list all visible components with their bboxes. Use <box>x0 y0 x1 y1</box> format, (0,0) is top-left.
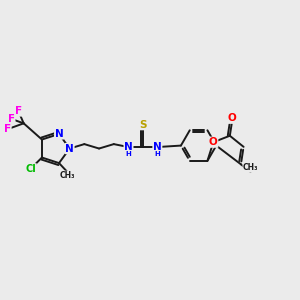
Text: N: N <box>65 143 74 154</box>
Text: O: O <box>227 113 236 123</box>
Text: CH₃: CH₃ <box>243 164 258 172</box>
Text: N: N <box>153 142 162 152</box>
Text: N: N <box>124 142 133 152</box>
Text: H: H <box>154 151 160 157</box>
Text: H: H <box>126 151 131 157</box>
Text: F: F <box>4 124 11 134</box>
Text: F: F <box>8 114 15 124</box>
Text: CH₃: CH₃ <box>60 171 76 180</box>
Text: Cl: Cl <box>26 164 36 174</box>
Text: N: N <box>55 129 63 139</box>
Text: O: O <box>209 137 218 147</box>
Text: S: S <box>139 120 146 130</box>
Text: F: F <box>15 106 22 116</box>
